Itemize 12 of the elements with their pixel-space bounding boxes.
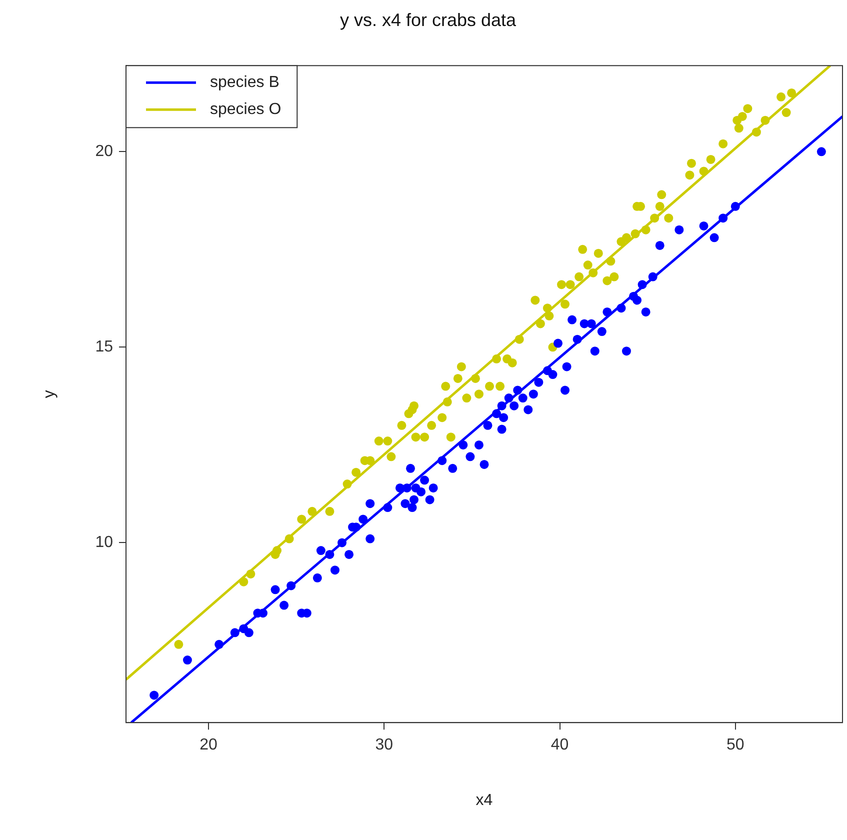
chart-title: y vs. x4 for crabs data [340,10,518,30]
x-tick-label: 30 [375,736,394,754]
legend-label: species O [210,101,282,118]
x-axis-title: x4 [476,792,493,809]
y-tick-label: 10 [95,534,114,552]
legend-label: species B [210,74,280,92]
y-axis-title: y [41,390,58,398]
y-tick-label: 15 [95,338,114,356]
x-tick-label: 50 [726,736,744,754]
y-tick-label: 20 [95,143,114,160]
x-tick-label: 20 [200,736,218,754]
x-tick-label: 40 [550,736,569,754]
